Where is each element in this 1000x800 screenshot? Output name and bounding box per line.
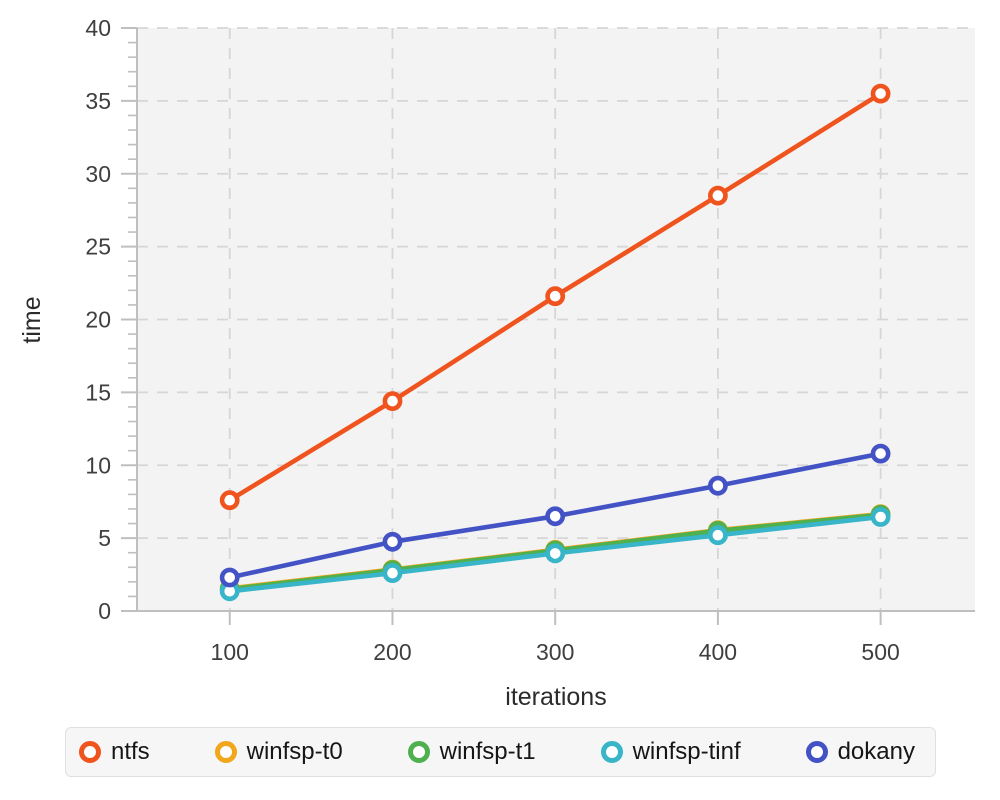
legend-label: dokany <box>837 738 915 765</box>
y-tick-label: 25 <box>85 234 111 260</box>
y-tick-label: 30 <box>85 161 111 187</box>
data-point-dokany <box>545 506 566 527</box>
data-point-ntfs <box>545 286 566 307</box>
data-point-ntfs <box>870 83 891 104</box>
data-point-dokany <box>219 567 240 588</box>
data-point-winfsp-tinf <box>708 525 728 546</box>
data-point-dokany <box>870 443 891 464</box>
x-tick-label: 500 <box>861 639 899 665</box>
axes <box>121 27 975 625</box>
x-tick-label: 400 <box>699 639 737 665</box>
legend-item-winfsp-t0: winfsp-t0 <box>214 738 343 765</box>
data-point-dokany <box>708 475 728 496</box>
y-tick-label: 15 <box>85 379 111 405</box>
data-series <box>219 83 891 602</box>
legend-label: ntfs <box>111 738 150 765</box>
x-tick-label: 300 <box>536 639 574 665</box>
y-tick-label: 10 <box>85 452 111 478</box>
legend-item-winfsp-t1: winfsp-t1 <box>407 738 536 765</box>
legend-marker-icon <box>214 741 237 763</box>
x-tick-label: 100 <box>211 639 249 665</box>
legend-label: winfsp-t1 <box>439 738 536 765</box>
tick-labels: 0 5 10 15 20 25 30 35 40 100 200 300 400 500 <box>85 15 899 665</box>
legend-item-ntfs: ntfs <box>79 740 150 764</box>
y-tick-label: 5 <box>98 525 111 551</box>
y-axis-title: time <box>18 296 46 343</box>
data-point-ntfs <box>382 391 403 411</box>
legend-item-winfsp-tinf: winfsp-tinf <box>600 738 741 765</box>
y-tick-label: 35 <box>85 88 111 114</box>
legend-label: winfsp-t0 <box>246 738 343 765</box>
data-point-ntfs <box>708 185 728 206</box>
y-tick-label: 0 <box>98 598 111 624</box>
legend-marker-icon <box>805 741 828 763</box>
x-axis-title: iterations <box>505 683 606 711</box>
data-point-winfsp-tinf <box>545 543 566 564</box>
legend-item-dokany: dokany <box>805 738 915 765</box>
legend-marker-icon <box>407 741 430 763</box>
data-point-dokany <box>382 531 403 552</box>
legend-marker-icon <box>79 741 101 763</box>
y-tick-label: 20 <box>85 307 111 333</box>
data-point-winfsp-tinf <box>870 507 891 527</box>
y-tick-label: 40 <box>85 15 111 41</box>
data-point-winfsp-tinf <box>382 563 403 583</box>
line-chart: 0 5 10 15 20 25 30 35 40 100 200 300 400 500 time ite… <box>18 15 975 711</box>
legend-label: winfsp-tinf <box>632 738 741 765</box>
data-point-ntfs <box>219 490 240 511</box>
legend-marker-icon <box>600 741 623 763</box>
x-tick-label: 200 <box>373 639 411 665</box>
legend: ntfs winfsp-t0 winfsp-t1 winfsp-tinf dokany <box>65 727 936 777</box>
